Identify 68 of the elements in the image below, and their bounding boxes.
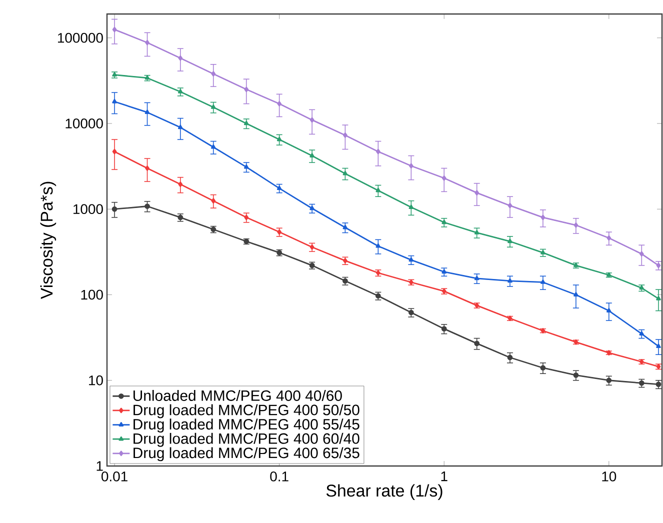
point: [474, 230, 480, 234]
point: [210, 144, 216, 149]
point: [244, 214, 249, 220]
x-tick-label: 1: [441, 472, 448, 482]
legend-label: Drug loaded MMC/PEG 400 60/40: [134, 432, 360, 447]
point: [277, 229, 282, 235]
point: [144, 204, 150, 209]
x-tick-label: 0.1: [270, 472, 288, 482]
y-tick-label: 10: [89, 375, 103, 386]
point: [178, 124, 183, 130]
point: [144, 110, 150, 114]
x-tick-label: 10: [602, 472, 616, 482]
point: [606, 378, 612, 384]
point: [606, 308, 612, 312]
point: [178, 55, 183, 61]
point: [310, 117, 314, 123]
point: [508, 278, 512, 283]
point: [540, 280, 546, 284]
point: [112, 148, 117, 154]
point: [112, 26, 117, 32]
point: [408, 204, 414, 209]
point: [342, 132, 348, 138]
point: [540, 214, 546, 220]
point: [210, 104, 216, 109]
point: [474, 190, 480, 196]
point: [574, 222, 578, 228]
point: [441, 326, 447, 332]
point: [606, 235, 612, 241]
x-axis-title: Shear rate (1/s): [326, 484, 442, 500]
y-tick-label: 10000: [66, 118, 103, 128]
y-tick-label: 100: [81, 290, 103, 300]
point: [442, 175, 446, 181]
point: [277, 101, 282, 106]
point: [638, 380, 644, 386]
point: [474, 340, 480, 346]
point: [112, 98, 117, 104]
point: [376, 148, 380, 154]
point: [376, 243, 381, 248]
point: [508, 202, 512, 208]
point: [145, 40, 150, 46]
legend-label: Unloaded MMC/PEG 400 40/60: [134, 390, 342, 401]
point: [211, 71, 216, 77]
point: [310, 153, 314, 158]
point: [639, 251, 644, 257]
y-tick-label: 1: [96, 461, 103, 471]
point: [342, 170, 348, 176]
x-tick-label: 0.01: [102, 472, 128, 482]
point: [408, 163, 414, 169]
point: [276, 136, 282, 142]
point: [574, 292, 578, 296]
point: [178, 182, 183, 187]
legend-label: Drug loaded MMC/PEG 400 50/50: [134, 404, 360, 418]
point: [507, 354, 513, 360]
y-axis-title: Viscosity (Pa*s): [40, 182, 56, 300]
legend-label: Drug loaded MMC/PEG 400 65/35: [134, 447, 360, 462]
y-tick-label: 1000: [74, 204, 103, 214]
point: [244, 86, 249, 92]
point: [540, 365, 546, 371]
point: [211, 198, 216, 204]
point: [408, 310, 414, 316]
point: [178, 89, 183, 94]
point: [112, 206, 118, 212]
point: [573, 372, 579, 378]
point: [145, 166, 150, 171]
point: [376, 188, 381, 192]
legend-label: Drug loaded MMC/PEG 400 55/45: [134, 418, 360, 433]
point: [508, 238, 512, 244]
y-tick-label: 100000: [58, 32, 103, 43]
